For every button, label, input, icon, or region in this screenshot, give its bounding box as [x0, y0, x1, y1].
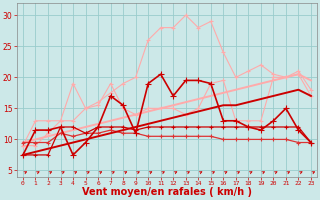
X-axis label: Vent moyen/en rafales ( km/h ): Vent moyen/en rafales ( km/h ): [82, 187, 252, 197]
